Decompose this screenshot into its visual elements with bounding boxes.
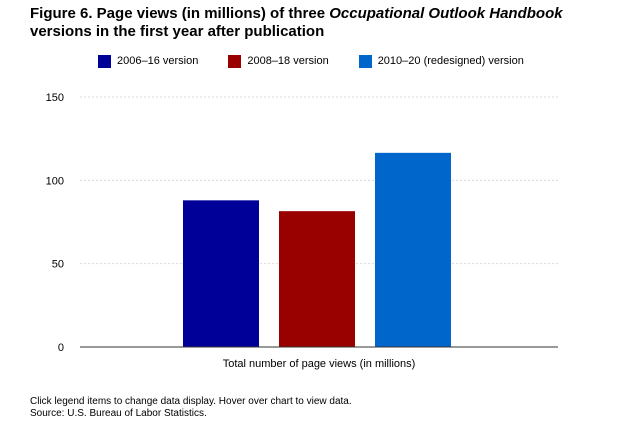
legend-item-2010-20[interactable]: 2010–20 (redesigned) version: [358, 54, 524, 68]
legend-item-2008-18[interactable]: 2008–18 version: [228, 54, 329, 68]
legend-label-2008-18: 2008–18 version: [247, 55, 329, 67]
legend-swatch-2006-16: [98, 54, 111, 68]
y-axis-ticks: 0 50 100 150: [46, 92, 64, 354]
footer-instructions: Click legend items to change data displa…: [30, 396, 352, 407]
y-tick-label-50: 50: [52, 259, 64, 271]
bar-series-2[interactable]: [279, 211, 355, 347]
legend-swatch-2010-20: [358, 54, 372, 68]
y-tick-label-0: 0: [58, 342, 64, 354]
legend-item-2006-16[interactable]: 2006–16 version: [98, 54, 199, 68]
bar-series-3[interactable]: [375, 152, 451, 347]
legend-label-2006-16: 2006–16 version: [117, 55, 199, 67]
legend-swatch-2008-18: [228, 54, 242, 68]
legend-label-2010-20: 2010–20 (redesigned) version: [377, 55, 524, 67]
bars: [183, 152, 451, 347]
title-text-1: Figure 6. Page views (in millions) of th…: [30, 5, 330, 22]
x-axis-label: Total number of page views (in millions): [223, 358, 416, 370]
y-tick-label-100: 100: [46, 175, 64, 187]
chart-legend: 2006–16 version 2008–18 version 2010–20 …: [98, 53, 554, 69]
bar-series-1[interactable]: [183, 200, 259, 347]
title-text-italic: Occupational Outlook Handbook: [329, 5, 563, 22]
y-tick-label-150: 150: [46, 92, 64, 104]
title-text-2: versions in the first year after publica…: [30, 23, 325, 40]
chart-title: Figure 6. Page views (in millions) of th…: [30, 5, 590, 41]
footer-source: Source: U.S. Bureau of Labor Statistics.: [30, 408, 207, 419]
chart-footer: Click legend items to change data displa…: [30, 396, 352, 420]
